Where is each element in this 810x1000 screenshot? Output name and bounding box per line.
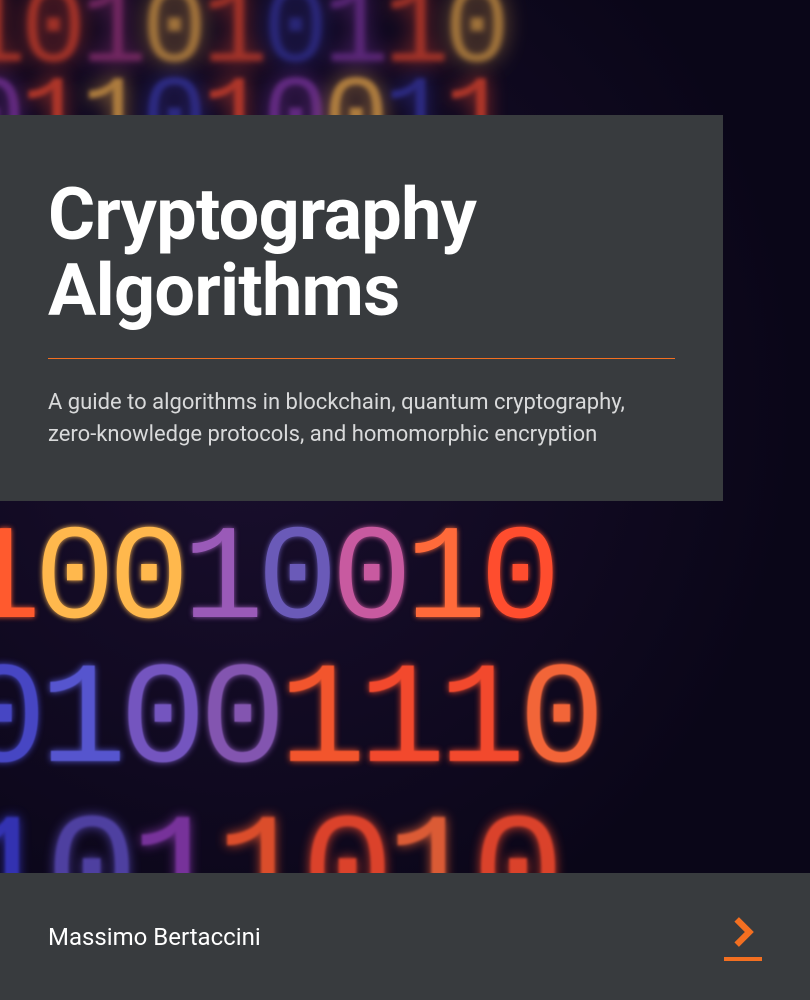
- bg-binary-row: 10010010: [0, 505, 810, 658]
- book-subtitle: A guide to algorithms in blockchain, qua…: [48, 387, 675, 451]
- chevron-right-icon: [724, 913, 762, 951]
- publisher-logo: [724, 913, 762, 961]
- book-title: Cryptography Algorithms: [48, 177, 675, 328]
- logo-underline: [724, 957, 762, 961]
- title-divider: [48, 358, 675, 359]
- author-name: Massimo Bertaccini: [48, 923, 261, 951]
- footer-band: Massimo Bertaccini: [0, 873, 810, 1000]
- book-cover: 1010101100110100111001101001100110101001…: [0, 0, 810, 1000]
- title-line-1: Cryptography: [48, 172, 476, 257]
- title-panel: Cryptography Algorithms A guide to algor…: [0, 115, 723, 501]
- title-line-2: Algorithms: [48, 248, 399, 333]
- bg-binary-row: 01001110: [0, 640, 810, 805]
